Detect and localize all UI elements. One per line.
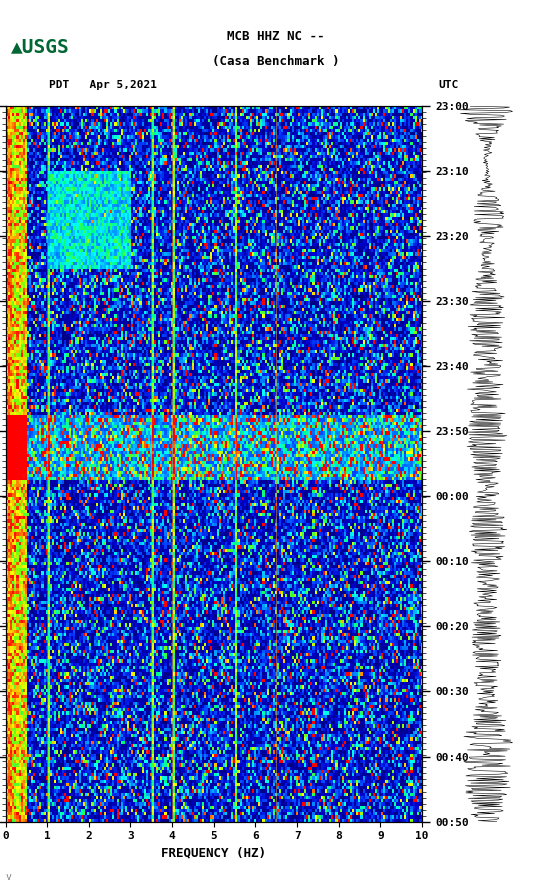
Text: ▲USGS: ▲USGS [11, 38, 70, 56]
Text: PDT   Apr 5,2021: PDT Apr 5,2021 [49, 80, 157, 90]
X-axis label: FREQUENCY (HZ): FREQUENCY (HZ) [161, 847, 266, 860]
Text: UTC: UTC [438, 80, 459, 90]
Text: MCB HHZ NC --: MCB HHZ NC -- [227, 30, 325, 44]
Text: (Casa Benchmark ): (Casa Benchmark ) [213, 55, 339, 69]
Text: v: v [6, 872, 12, 881]
